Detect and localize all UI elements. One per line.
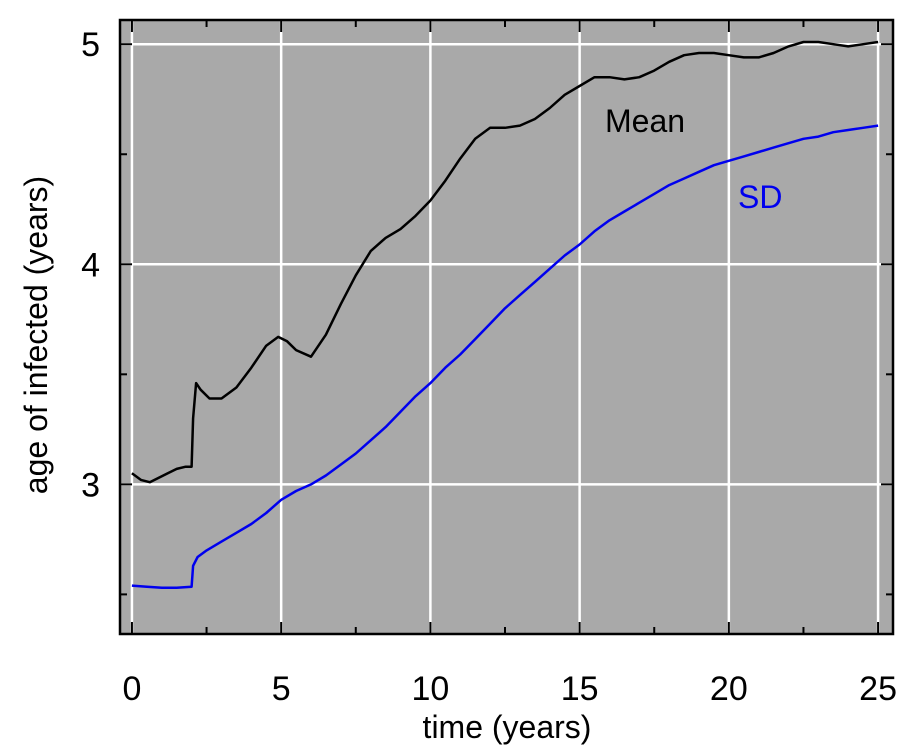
- series-label-sd: SD: [738, 179, 782, 215]
- series-group: [131, 40, 879, 590]
- x-tick-label: 20: [710, 670, 748, 708]
- plot-border: [118, 18, 895, 636]
- x-tick-label: 10: [411, 670, 449, 708]
- y-tick-label: 4: [81, 246, 100, 284]
- x-tick-labels: 0 5 10 15 20 25: [122, 670, 897, 708]
- x-tick-label: 25: [859, 670, 897, 708]
- series-line-sd: [131, 124, 879, 590]
- x-tick-label: 15: [561, 670, 599, 708]
- x-tick-label: 0: [122, 670, 141, 708]
- y-axis-label: age of infected (years): [18, 176, 54, 494]
- axis-ticks: [120, 20, 893, 634]
- plot-frame: [118, 18, 895, 636]
- plot-area: [120, 20, 893, 634]
- y-tick-labels: 3 4 5: [81, 26, 100, 504]
- grid: [120, 20, 893, 634]
- series-label-mean: Mean: [605, 103, 685, 139]
- y-tick-label: 3: [81, 466, 100, 504]
- y-tick-label: 5: [81, 26, 100, 64]
- x-axis-label: time (years): [423, 709, 592, 745]
- x-tick-label: 5: [272, 670, 291, 708]
- series-line-mean: [131, 40, 879, 484]
